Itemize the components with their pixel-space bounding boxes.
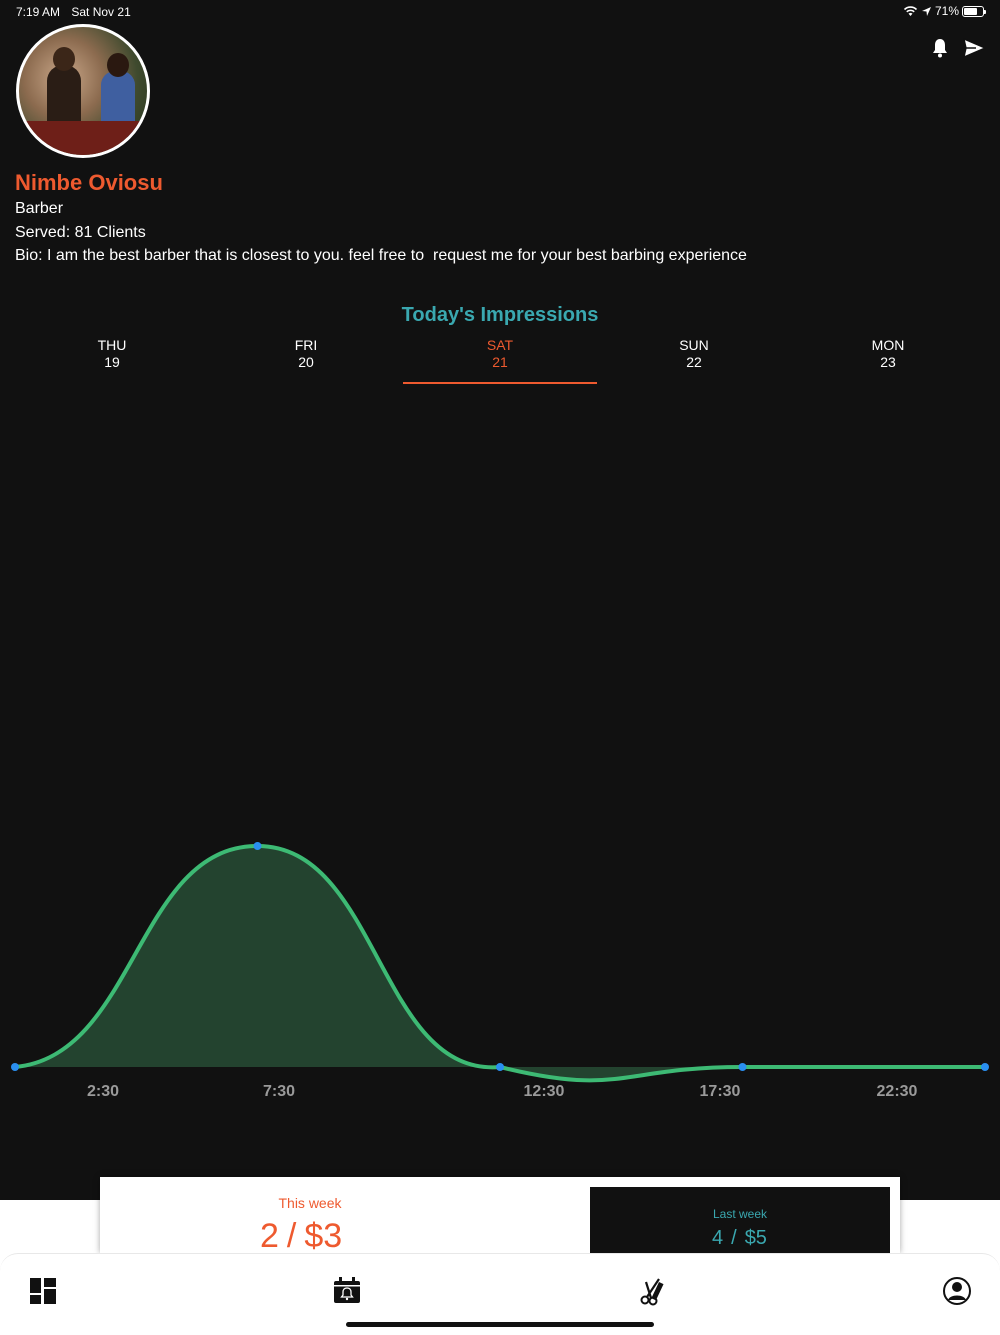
day-tab-date: 21 [492,354,508,370]
chart-x-tick-label: 22:30 [877,1083,918,1100]
home-indicator [346,1322,654,1327]
day-tab-mon[interactable]: MON 23 [791,336,985,384]
chart-data-point [981,1063,989,1071]
last-week-clients: 4 [712,1227,724,1249]
tab-profile[interactable] [942,1276,972,1306]
day-tab-thu[interactable]: THU 19 [15,336,209,384]
tab-appointments[interactable] [332,1276,362,1306]
status-date: Sat Nov 21 [71,5,131,19]
send-icon[interactable] [962,36,986,60]
battery-percent: 71% [934,4,959,18]
bell-icon[interactable] [928,36,952,60]
profile-served-count: Served: 81 Clients [15,224,146,241]
status-bar: 7:19 AM Sat Nov 21 71% [0,0,1000,24]
chart-x-tick-label: 12:30 [524,1083,565,1100]
chart-x-tick-label: 2:30 [87,1083,119,1100]
chart-data-point [738,1063,747,1071]
last-week-label: Last week [712,1207,768,1221]
separator-slash: / [731,1227,737,1249]
status-time: 7:19 AM [16,5,61,19]
day-tab-dow: FRI [294,337,318,353]
day-tab-dow: MON [871,337,905,353]
this-week-summary[interactable]: This week 2/$3 [100,1177,520,1253]
avatar[interactable] [16,24,150,158]
this-week-label: This week [278,1195,342,1211]
day-tab-date: 20 [298,354,314,370]
dashboard-icon [30,1278,56,1304]
chart-data-point [496,1063,504,1071]
last-week-summary[interactable]: Last week 4 / $5 [590,1187,890,1253]
day-tab-date: 19 [104,354,120,370]
day-tab-dow: SAT [486,337,514,353]
battery-icon [962,5,986,17]
day-tab-dow: SUN [679,337,709,353]
profile-name: Nimbe Oviosu [15,170,163,195]
day-tab-dow: THU [97,337,127,353]
profile-icon [943,1277,971,1305]
separator-slash: / [286,1217,297,1253]
chart-area-fill [15,846,985,1081]
day-tab-sat[interactable]: SAT 21 [403,336,597,384]
last-week-earnings: $5 [744,1227,767,1249]
day-tab-fri[interactable]: FRI 20 [209,336,403,384]
this-week-clients: 2 [260,1217,279,1253]
chart-x-tick-label: 17:30 [700,1083,741,1100]
chart-data-point [253,842,262,850]
day-tab-date: 22 [686,354,702,370]
profile-role: Barber [15,200,64,217]
top-actions [928,36,986,60]
chart-series-line [14,843,985,1083]
day-tab-sun[interactable]: SUN 22 [597,336,791,384]
impressions-chart: 2:30 7:30 12:30 17:30 22:30 [11,842,989,1100]
location-arrow-icon [921,6,931,16]
chart-x-tick-label: 7:30 [263,1083,295,1100]
wifi-icon [903,6,918,16]
scissors-comb-icon [640,1278,664,1306]
avatar-photo-table [19,121,147,155]
calendar-alarm-icon [334,1277,360,1303]
battery-fill [964,7,977,15]
profile-bio: Bio: I am the best barber that is closes… [15,247,747,264]
day-tab-date: 23 [880,354,896,370]
day-selector: THU 19 FRI 20 SAT 21 SUN 22 MON 23 [15,336,985,384]
chart-data-point [11,1063,19,1071]
impressions-title: Today's Impressions [401,304,599,326]
weekly-summary-card: This week 2/$3 Last week 4/$5 [100,1177,900,1253]
tab-services[interactable] [637,1276,667,1306]
tab-dashboard[interactable] [28,1276,58,1306]
this-week-earnings: $3 [304,1217,343,1253]
bottom-tab-bar [0,1253,1000,1335]
